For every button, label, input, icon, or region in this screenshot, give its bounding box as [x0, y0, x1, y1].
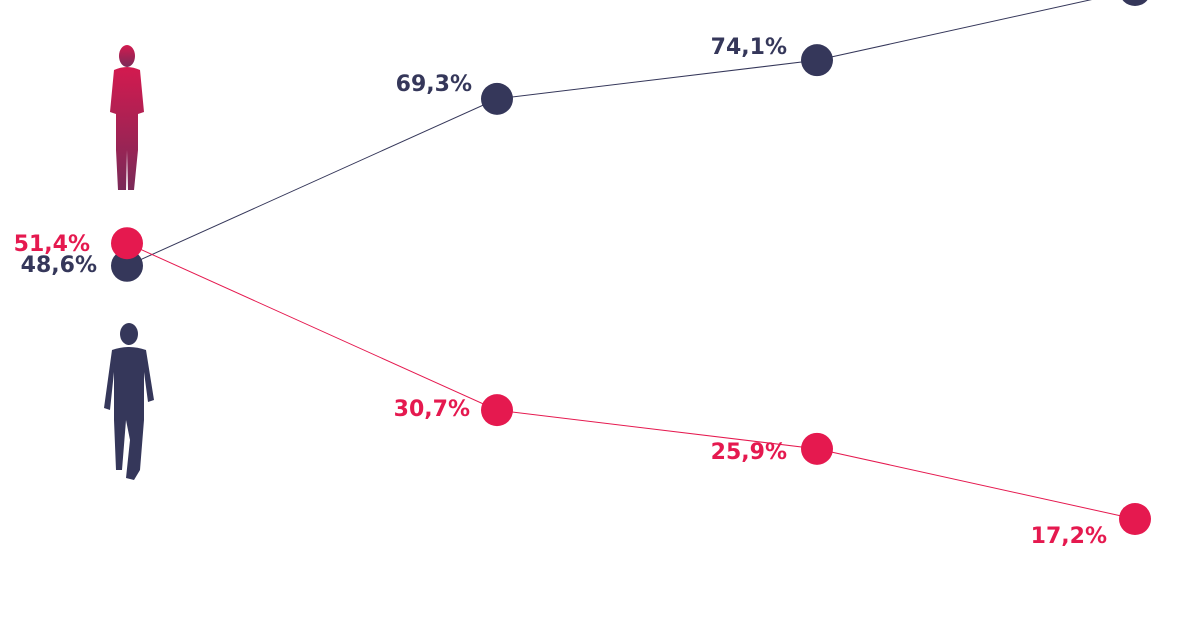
woman-icon [110, 45, 144, 190]
data-point [481, 82, 513, 115]
value-label: 25,9% [711, 440, 787, 465]
data-point [111, 227, 143, 260]
value-label: 69,3% [396, 72, 472, 97]
data-point [801, 44, 833, 77]
value-label: 51,4% [14, 232, 90, 257]
man-icon [104, 323, 154, 480]
data-point [111, 249, 143, 282]
value-label: 48,6% [21, 253, 97, 278]
value-label: 30,7% [394, 397, 470, 422]
data-point [1119, 503, 1151, 535]
value-label: 17,2% [1031, 524, 1107, 549]
series-line [126, 0, 1092, 267]
data-point [1122, 0, 1148, 6]
value-label: 74,1% [711, 35, 787, 60]
data-point [481, 394, 513, 427]
series-line [126, 242, 1136, 520]
data-point [801, 432, 833, 465]
